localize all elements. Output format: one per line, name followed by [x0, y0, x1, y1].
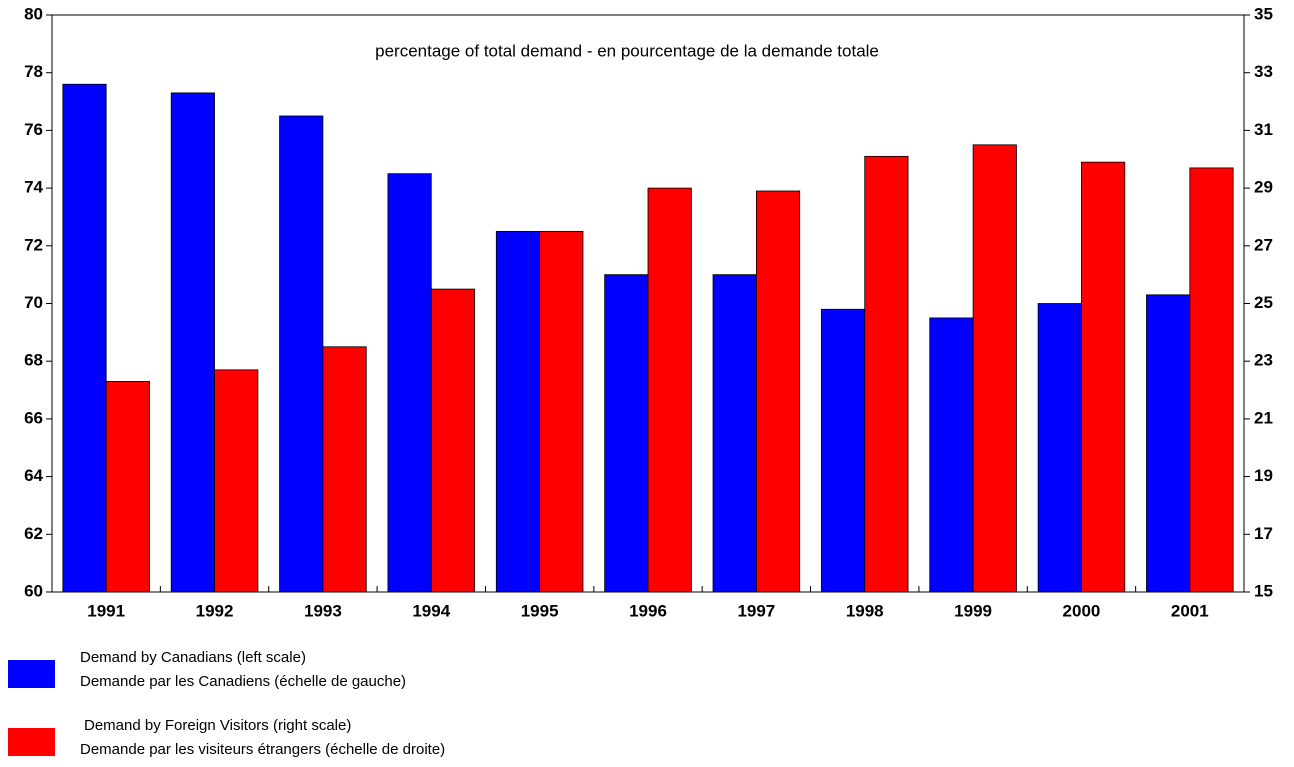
y-tick-label: 60: [24, 581, 43, 600]
bar: [1189, 167, 1234, 593]
x-tick-label: 2001: [1171, 601, 1209, 620]
bar: [105, 380, 150, 593]
legend-swatch: [8, 728, 55, 756]
y-tick-label: 66: [24, 408, 43, 427]
x-tick-label: 1992: [196, 601, 234, 620]
bar: [712, 274, 757, 593]
y2-tick-label: 31: [1254, 120, 1273, 139]
y2-tick-label: 33: [1254, 62, 1273, 81]
x-tick-label: 1998: [846, 601, 884, 620]
bar: [214, 369, 259, 593]
y2-tick-label: 35: [1254, 4, 1273, 23]
y-tick-label: 80: [24, 4, 43, 23]
x-tick-label: 1995: [521, 601, 559, 620]
y-tick-label: 70: [24, 293, 43, 312]
bar: [1146, 294, 1191, 593]
y2-tick-label: 21: [1254, 408, 1273, 427]
bar: [539, 230, 584, 593]
bar: [972, 144, 1017, 593]
x-tick-label: 1994: [412, 601, 450, 620]
y2-tick-label: 23: [1254, 351, 1273, 370]
bar: [755, 190, 801, 593]
bar: [647, 187, 692, 593]
bar: [1037, 303, 1082, 593]
x-tick-label: 1993: [304, 601, 342, 620]
y-tick-label: 76: [24, 120, 43, 139]
legend-label: Demand by Foreign Visitors (right scale): [84, 717, 351, 734]
bar: [495, 230, 541, 593]
bar: [604, 274, 649, 593]
x-tick-label: 1999: [954, 601, 992, 620]
bar: [170, 92, 215, 593]
bar: [929, 317, 974, 593]
bar: [387, 173, 432, 593]
bar: [864, 155, 909, 593]
y-tick-label: 62: [24, 524, 43, 543]
legend-swatch: [8, 660, 55, 688]
legend-label: Demande par les Canadiens (échelle de ga…: [80, 673, 406, 690]
bar: [430, 288, 476, 593]
bar: [62, 83, 107, 593]
bar: [820, 308, 866, 593]
x-tick-label: 1997: [737, 601, 775, 620]
y-tick-label: 78: [24, 62, 43, 81]
y-tick-label: 72: [24, 235, 43, 254]
y-tick-label: 64: [24, 466, 43, 485]
y-tick-label: 74: [24, 178, 43, 197]
y2-tick-label: 17: [1254, 524, 1273, 543]
y2-tick-label: 15: [1254, 581, 1273, 600]
x-tick-label: 1991: [87, 601, 125, 620]
y2-tick-label: 27: [1254, 235, 1273, 254]
bar: [1081, 161, 1126, 593]
legend-label: Demand by Canadians (left scale): [80, 649, 306, 666]
y-tick-label: 68: [24, 351, 43, 370]
y2-tick-label: 25: [1254, 293, 1273, 312]
x-tick-label: 2000: [1063, 601, 1101, 620]
legend-label: Demande par les visiteurs étrangers (éch…: [80, 741, 445, 758]
annotation: percentage of total demand - en pourcent…: [375, 41, 879, 60]
y2-tick-label: 19: [1254, 466, 1273, 485]
x-tick-label: 1996: [629, 601, 667, 620]
y2-tick-label: 29: [1254, 178, 1273, 197]
bar: [322, 346, 367, 593]
bar: [279, 115, 324, 593]
